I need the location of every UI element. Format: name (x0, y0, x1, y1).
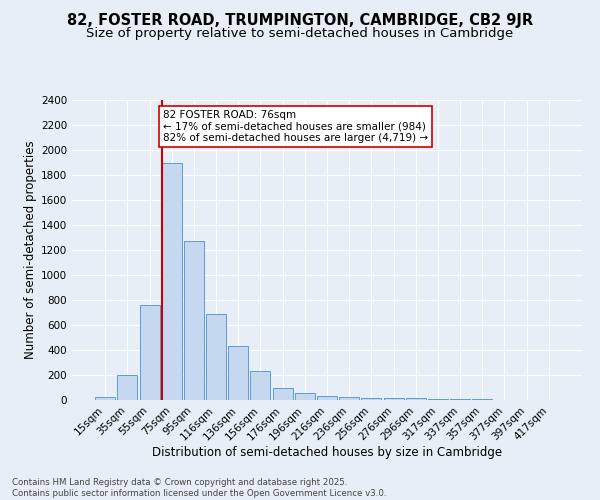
X-axis label: Distribution of semi-detached houses by size in Cambridge: Distribution of semi-detached houses by … (152, 446, 502, 459)
Y-axis label: Number of semi-detached properties: Number of semi-detached properties (24, 140, 37, 360)
Bar (250, 371, 271, 400)
Bar (140, 305, 160, 400)
Text: Size of property relative to semi-detached houses in Cambridge: Size of property relative to semi-detach… (86, 28, 514, 40)
Bar (361, 398, 382, 400)
Bar (428, 399, 448, 400)
Bar (317, 396, 337, 400)
Text: 82 FOSTER ROAD: 76sqm
← 17% of semi-detached houses are smaller (984)
82% of sem: 82 FOSTER ROAD: 76sqm ← 17% of semi-deta… (163, 110, 428, 143)
Bar (206, 314, 226, 400)
Bar (95, 397, 115, 400)
Bar (162, 162, 182, 400)
Bar (118, 375, 137, 400)
Bar (339, 397, 359, 400)
Bar (450, 399, 470, 400)
Text: Contains HM Land Registry data © Crown copyright and database right 2025.
Contai: Contains HM Land Registry data © Crown c… (12, 478, 386, 498)
Bar (406, 398, 426, 400)
Bar (184, 242, 204, 400)
Bar (295, 392, 315, 400)
Bar (272, 388, 293, 400)
Bar (228, 346, 248, 400)
Bar (383, 398, 404, 400)
Text: 82, FOSTER ROAD, TRUMPINGTON, CAMBRIDGE, CB2 9JR: 82, FOSTER ROAD, TRUMPINGTON, CAMBRIDGE,… (67, 12, 533, 28)
